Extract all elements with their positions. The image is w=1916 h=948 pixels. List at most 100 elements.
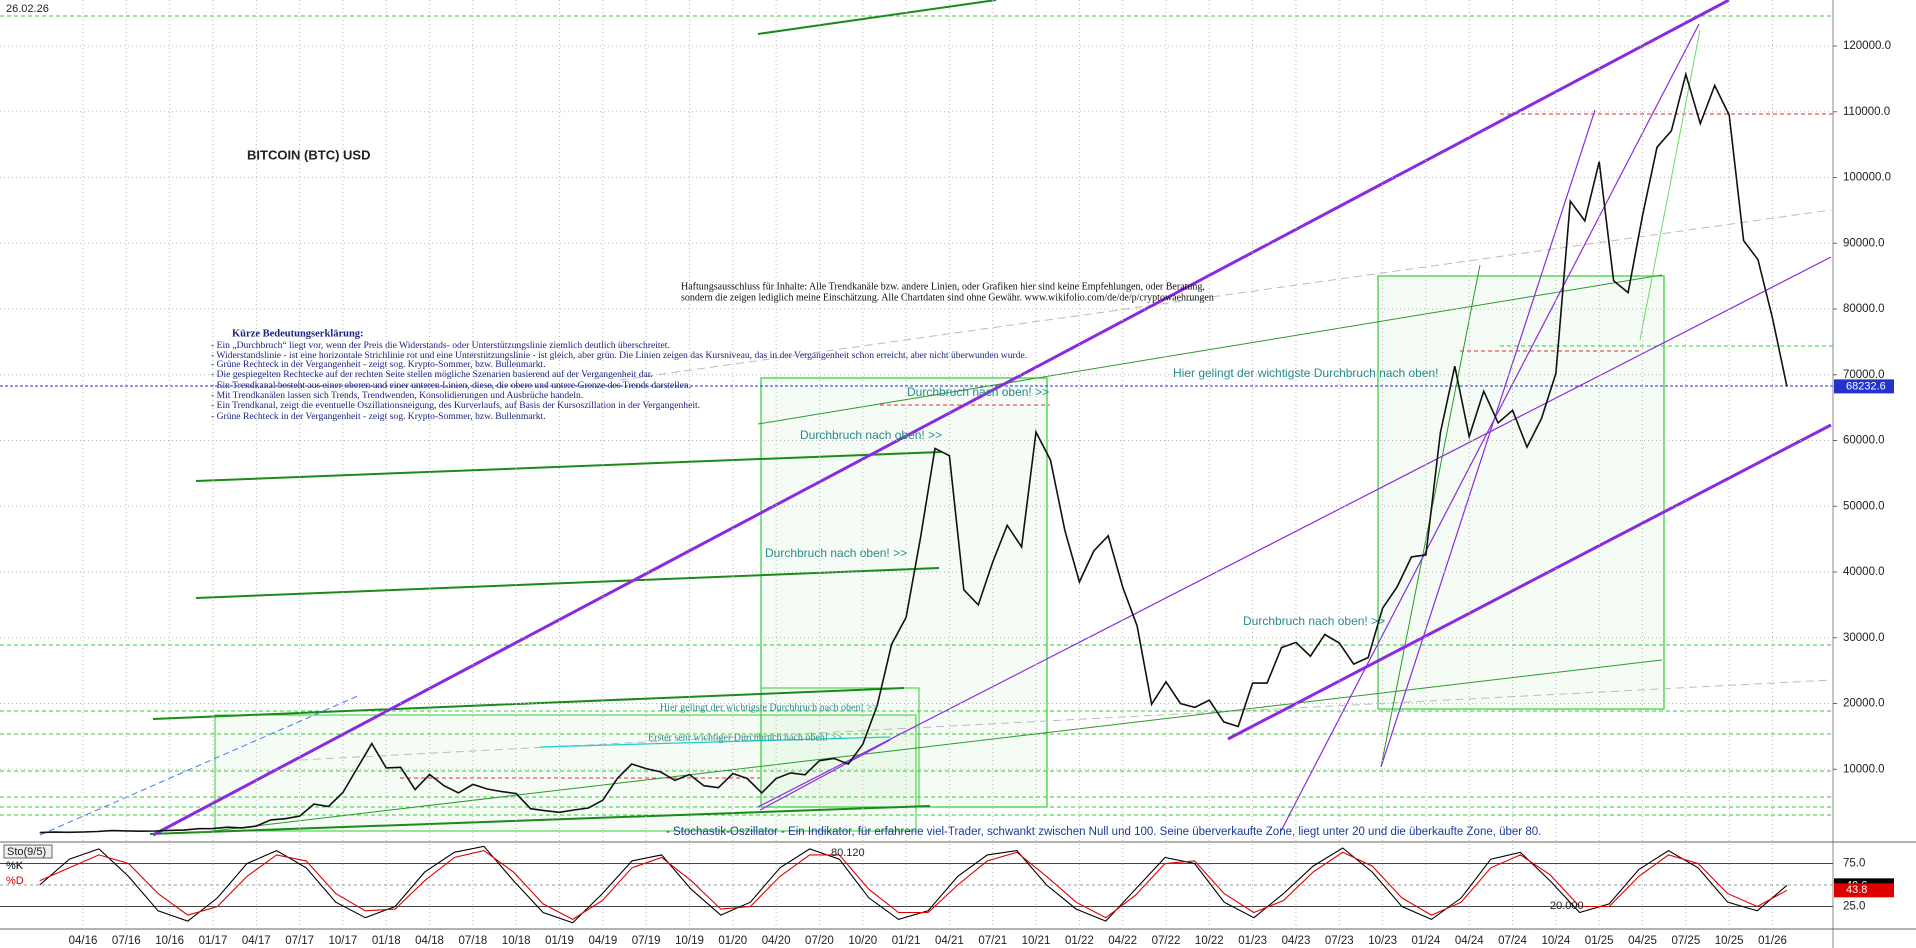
annotation: 26.02.26 <box>6 3 49 15</box>
series-line <box>39 845 1788 924</box>
annotation: - Grüne Rechteck in der Vergangenheit - … <box>211 411 546 422</box>
annotation: - Widerstandslinie - ist eine horizontal… <box>211 350 1027 361</box>
y-tick-label: 90000.0 <box>1843 237 1885 249</box>
value-box <box>1834 379 1894 394</box>
y-tick-label: 100000.0 <box>1843 172 1891 184</box>
x-tick-label: 07/16 <box>112 935 141 947</box>
x-tick-label: 01/26 <box>1758 935 1787 947</box>
x-tick-label: 10/24 <box>1541 935 1570 947</box>
x-tick-label: 10/23 <box>1368 935 1397 947</box>
indicator-box <box>3 844 53 859</box>
x-tick-label: 07/21 <box>978 935 1007 947</box>
x-tick-label: 10/25 <box>1715 935 1744 947</box>
series-line <box>39 850 1788 921</box>
annotation: - Ein Trendkanal besteht aus einer obere… <box>211 380 691 391</box>
channel-line <box>757 256 1832 808</box>
annotation: - Mit Trendkanälen lassen sich Trends, T… <box>211 390 583 401</box>
y-tick-label: 70000.0 <box>1843 369 1885 381</box>
x-tick-label: 10/16 <box>155 935 184 947</box>
y-tick-label: 75.0 <box>1843 858 1865 870</box>
x-tick-label: 04/22 <box>1108 935 1137 947</box>
trend-line <box>149 805 931 835</box>
x-tick-label: 10/19 <box>675 935 704 947</box>
annotation: Erster sehr wichtiger Durchbruch nach ob… <box>648 732 842 743</box>
annotation: Kürze Bedeutungserklärung: <box>232 328 364 339</box>
annotation: Durchbruch nach oben! >> <box>800 428 942 442</box>
x-tick-label: 07/18 <box>458 935 487 947</box>
annotation: Haftungsausschluss für Inhalte: Alle Tre… <box>681 281 1205 292</box>
x-tick-label: 07/25 <box>1671 935 1700 947</box>
x-tick-label: 10/18 <box>502 935 531 947</box>
trend-line <box>757 0 997 35</box>
x-tick-label: 07/23 <box>1325 935 1354 947</box>
x-tick-label: 01/23 <box>1238 935 1267 947</box>
x-tick-label: 01/19 <box>545 935 574 947</box>
annotation: - Ein „Durchbruch“ liegt vor, wenn der P… <box>211 340 670 351</box>
x-tick-label: 04/17 <box>242 935 271 947</box>
y-tick-label: 60000.0 <box>1843 435 1885 447</box>
y-tick-label: 80000.0 <box>1843 303 1885 315</box>
x-tick-label: 04/19 <box>588 935 617 947</box>
trend-line <box>757 274 1663 425</box>
channel-line <box>1227 423 1832 741</box>
annotation: sondern die zeigen lediglich meine Einsc… <box>681 292 1214 303</box>
trend-line <box>1639 29 1701 341</box>
trend-line <box>195 567 940 599</box>
x-tick-label: 10/17 <box>329 935 358 947</box>
annotation: BITCOIN (BTC) USD <box>247 147 371 162</box>
channel-line <box>1280 23 1700 832</box>
trend-line <box>539 736 891 748</box>
value-box <box>1834 883 1894 898</box>
x-tick-label: 01/21 <box>892 935 921 947</box>
trend-line <box>619 209 1832 381</box>
x-tick-label: 01/24 <box>1412 935 1441 947</box>
y-tick-label: 25.0 <box>1843 901 1865 913</box>
legend-entry: %K <box>6 860 24 872</box>
x-tick-label: 07/24 <box>1498 935 1527 947</box>
annotation: 20.000 <box>1550 900 1584 912</box>
annotation: Durchbruch nach oben! >> <box>1243 614 1385 628</box>
value-label: 43.8 <box>1846 884 1867 896</box>
annotation: - Die gespiegelten Rechtecke auf der rec… <box>211 369 653 380</box>
value-label: 68232.6 <box>1846 380 1886 392</box>
annotation: Hier gelingt der wichtigste Durchbruch n… <box>660 702 878 713</box>
indicator-title: Sto(9/5) <box>7 846 46 858</box>
x-tick-label: 01/18 <box>372 935 401 947</box>
trend-line <box>195 451 942 482</box>
y-tick-label: 110000.0 <box>1843 106 1890 118</box>
annotation: Durchbruch nach oben! >> <box>765 546 907 560</box>
x-tick-label: 07/20 <box>805 935 834 947</box>
annotation: - Grüne Rechteck in der Vergangenheit - … <box>211 359 546 370</box>
x-tick-label: 04/16 <box>69 935 98 947</box>
x-tick-label: 07/19 <box>632 935 661 947</box>
x-tick-label: 04/20 <box>762 935 791 947</box>
y-tick-label: 10000.0 <box>1843 763 1885 775</box>
x-tick-label: 04/18 <box>415 935 444 947</box>
y-tick-label: 30000.0 <box>1843 632 1885 644</box>
trend-line <box>195 659 1663 834</box>
channel-line <box>1380 109 1596 768</box>
x-tick-label: 04/24 <box>1455 935 1484 947</box>
annotation: - Ein Trendkanal, zeigt die eventuelle O… <box>211 400 700 411</box>
x-tick-label: 01/22 <box>1065 935 1094 947</box>
y-tick-label: 20000.0 <box>1843 698 1885 710</box>
annotation: 80.120 <box>831 847 865 859</box>
y-tick-label: 120000.0 <box>1843 40 1891 52</box>
channel-line <box>152 0 1730 837</box>
trend-line <box>39 694 361 836</box>
x-tick-label: 04/23 <box>1282 935 1311 947</box>
x-tick-label: 10/20 <box>848 935 877 947</box>
x-tick-label: 01/25 <box>1585 935 1614 947</box>
x-tick-label: 10/22 <box>1195 935 1224 947</box>
y-tick-label: 40000.0 <box>1843 566 1885 578</box>
x-tick-label: 01/20 <box>718 935 747 947</box>
annotation: Durchbruch nach oben! >> <box>907 385 1049 399</box>
x-tick-label: 04/21 <box>935 935 964 947</box>
green-box <box>760 377 1048 808</box>
x-tick-label: 07/22 <box>1152 935 1181 947</box>
trend-line <box>299 679 1832 761</box>
annotation: - Stochastik-Oszillator - Ein Indikator,… <box>666 826 1541 838</box>
x-tick-label: 01/17 <box>199 935 228 947</box>
channel-line <box>759 739 891 811</box>
